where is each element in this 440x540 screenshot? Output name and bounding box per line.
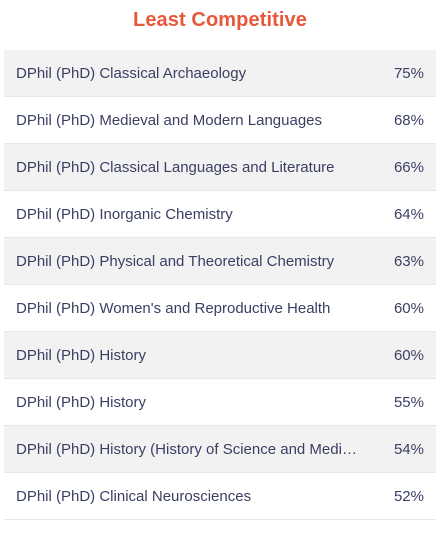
acceptance-percent: 55% <box>393 393 424 411</box>
program-name: DPhil (PhD) Classical Archaeology <box>16 64 247 82</box>
acceptance-percent: 60% <box>393 346 424 364</box>
program-name: DPhil (PhD) Medieval and Modern Language… <box>16 111 323 129</box>
list-item[interactable]: DPhil (PhD) Classical Archaeology 75% <box>4 50 436 97</box>
page-title: Least Competitive <box>133 8 307 31</box>
program-name: DPhil (PhD) Clinical Neurosciences <box>16 487 252 505</box>
header: Least Competitive <box>0 0 440 40</box>
program-name: DPhil (PhD) Classical Languages and Lite… <box>16 158 335 176</box>
acceptance-percent: 63% <box>393 252 424 270</box>
list-item[interactable]: DPhil (PhD) Clinical Neurosciences 52% <box>4 473 436 520</box>
list-item[interactable]: DPhil (PhD) Medieval and Modern Language… <box>4 97 436 144</box>
list-item[interactable]: DPhil (PhD) Classical Languages and Lite… <box>4 144 436 191</box>
program-name: DPhil (PhD) History <box>16 393 147 411</box>
program-name: DPhil (PhD) History <box>16 346 147 364</box>
list-item[interactable]: DPhil (PhD) Women's and Reproductive Hea… <box>4 285 436 332</box>
acceptance-percent: 66% <box>393 158 424 176</box>
program-name: DPhil (PhD) Inorganic Chemistry <box>16 205 233 223</box>
list-item[interactable]: DPhil (PhD) Physical and Theoretical Che… <box>4 238 436 285</box>
acceptance-percent: 60% <box>393 299 424 317</box>
acceptance-percent: 52% <box>393 487 424 505</box>
acceptance-percent: 64% <box>393 205 424 223</box>
program-name: DPhil (PhD) Physical and Theoretical Che… <box>16 252 335 270</box>
program-name: DPhil (PhD) Women's and Reproductive Hea… <box>16 299 331 317</box>
program-list: DPhil (PhD) Classical Archaeology 75% DP… <box>4 50 436 520</box>
acceptance-percent: 54% <box>393 440 424 458</box>
program-name: DPhil (PhD) History (History of Science … <box>16 440 366 458</box>
list-item[interactable]: DPhil (PhD) Inorganic Chemistry 64% <box>4 191 436 238</box>
list-item[interactable]: DPhil (PhD) History 55% <box>4 379 436 426</box>
acceptance-percent: 75% <box>393 64 424 82</box>
list-item[interactable]: DPhil (PhD) History 60% <box>4 332 436 379</box>
list-item[interactable]: DPhil (PhD) History (History of Science … <box>4 426 436 473</box>
acceptance-percent: 68% <box>393 111 424 129</box>
